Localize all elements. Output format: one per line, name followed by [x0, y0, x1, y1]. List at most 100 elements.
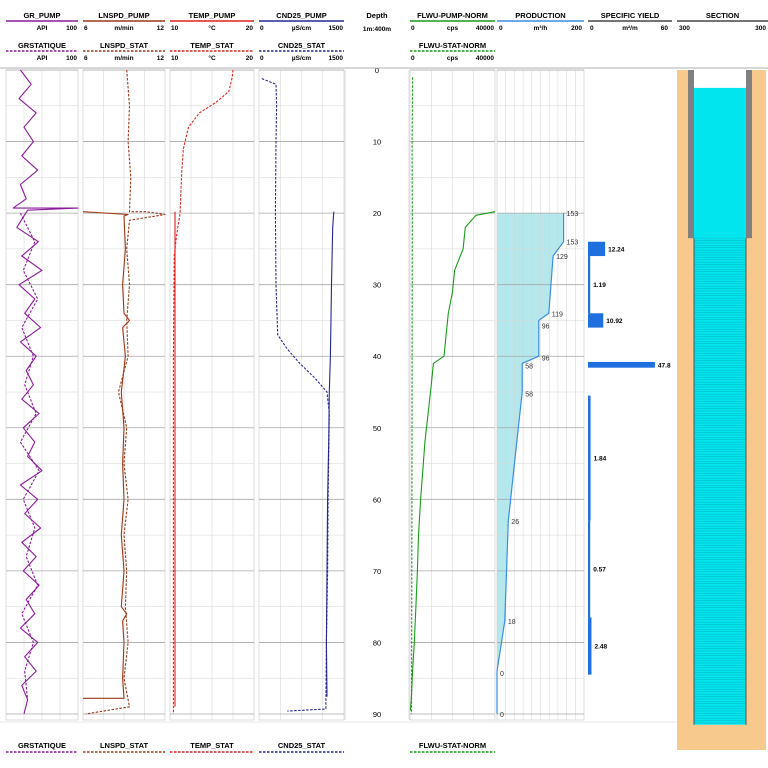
- header-curve-name: FLWU-PUMP-NORM: [417, 11, 488, 20]
- screen-interval: [694, 238, 746, 725]
- production-value-label: 96: [542, 356, 550, 363]
- footer-curve-name: LNSPD_STAT: [100, 741, 148, 750]
- specific-yield-bar: [588, 256, 591, 314]
- specific-yield-label: 12.24: [608, 246, 625, 253]
- header-scale-min: 6: [84, 25, 88, 32]
- curve-lnspd-stat: [85, 69, 166, 715]
- production-curve: [496, 213, 565, 714]
- header-scale-unit: °C: [208, 54, 216, 62]
- header-scale-max: 1500: [329, 25, 344, 32]
- production-value-label: 129: [556, 254, 568, 261]
- casing-left: [688, 70, 694, 239]
- header-scale-unit: m/min: [114, 55, 133, 62]
- fill-layer: [497, 213, 564, 714]
- depth-tick-label: 30: [373, 281, 381, 290]
- curve-cnd25-stat: [261, 78, 330, 712]
- header-curve-name: GR_PUMP: [23, 11, 60, 20]
- production-scale-unit: m³/h: [534, 25, 548, 32]
- production-value-label: 153: [567, 240, 579, 247]
- depth-tick-label: 70: [373, 567, 381, 576]
- depth-tick-label: 90: [373, 710, 381, 719]
- depth-header: Depth: [366, 11, 388, 20]
- specific-yield-label: 1.84: [594, 456, 607, 463]
- specific-yield-bar: [588, 361, 655, 368]
- specific-yield-label: 0.57: [593, 567, 606, 574]
- footer-curve-name: CND25_STAT: [278, 741, 326, 750]
- production-value-label: 0: [500, 671, 504, 678]
- depth-tick-label: 0: [375, 66, 379, 75]
- depth-tick-label: 50: [373, 424, 381, 433]
- curve-temp-stat: [172, 69, 234, 714]
- header-scale-min: 10: [171, 25, 179, 32]
- header-scale-unit: API: [37, 25, 48, 32]
- header-scale-unit: cps: [447, 55, 459, 62]
- production-value-label: 58: [525, 364, 533, 371]
- depth-scale: 1m:400m: [363, 26, 391, 33]
- curve-flwu-pump-norm: [409, 211, 496, 711]
- header-scale-max: 12: [157, 25, 165, 32]
- header-curve-name: TEMP_STAT: [190, 41, 234, 50]
- specific-yield-bar: [588, 313, 604, 328]
- header-curve-name: LNSPD_PUMP: [98, 11, 149, 20]
- specific-yield-label: 47.8: [658, 362, 671, 369]
- header-scale-max: 100: [66, 55, 77, 62]
- specific-yield-bar: [588, 241, 606, 257]
- header-scale-unit: cps: [447, 25, 459, 32]
- header-curve-name: GRSTATIQUE: [18, 41, 66, 50]
- production-scale-min: 0: [499, 25, 503, 32]
- header-curve-name: LNSPD_STAT: [100, 41, 148, 50]
- depth-tick-label: 60: [373, 495, 381, 504]
- header-scale-min: 0: [411, 25, 415, 32]
- curve-layer: [12, 69, 565, 715]
- production-value-label: 18: [508, 619, 516, 626]
- header-scale-unit: m/min: [114, 25, 133, 32]
- depth-tick-label: 10: [373, 138, 381, 147]
- header-scale-max: 20: [246, 55, 254, 62]
- footer-curve-name: GRSTATIQUE: [18, 741, 66, 750]
- specific-yield-layer: [588, 241, 655, 675]
- header-scale-min: 0: [260, 25, 264, 32]
- specific-yield-bar: [588, 617, 592, 675]
- header-scale-max: 100: [66, 25, 77, 32]
- production-value-label: 0: [500, 712, 504, 719]
- water-column: [694, 87, 746, 239]
- production-value-label: 58: [525, 391, 533, 398]
- depth-tick-label: 20: [373, 209, 381, 218]
- production-value-label: 26: [511, 519, 519, 526]
- specific-yield-scale-max: 60: [661, 25, 669, 32]
- header-scale-unit: °C: [208, 24, 216, 32]
- production-value-label: 96: [542, 323, 550, 330]
- curve-lnspd-pump: [82, 211, 131, 699]
- curve-gr-pump: [12, 69, 79, 715]
- depth-tick-label: 40: [373, 352, 381, 361]
- header-curve-name: FLWU-STAT-NORM: [419, 41, 486, 50]
- casing-right: [746, 70, 752, 239]
- footer-curve-name: TEMP_STAT: [190, 741, 234, 750]
- header-scale-unit: µS/cm: [292, 25, 312, 32]
- specific-yield-bar: [588, 520, 591, 618]
- section-scale-max: 300: [755, 25, 766, 32]
- header-scale-min: 6: [84, 55, 88, 62]
- production-area: [497, 213, 564, 714]
- header-scale-min: 10: [171, 55, 179, 62]
- header-scale-unit: API: [37, 55, 48, 62]
- specific-yield-label: 1.19: [593, 282, 606, 289]
- header-curve-name: CND25_PUMP: [276, 11, 326, 20]
- header-scale-max: 20: [246, 25, 254, 32]
- header-scale-max: 40000: [476, 25, 494, 32]
- curve-grstatique: [19, 212, 40, 700]
- specific-yield-scale-unit: m²/m: [622, 25, 638, 32]
- section-track: [677, 70, 766, 750]
- header-scale-min: 0: [260, 55, 264, 62]
- header-curve-name: TEMP_PUMP: [189, 11, 236, 20]
- production-value-label: 119: [552, 311, 563, 318]
- specific-yield-label: 2.48: [594, 644, 607, 651]
- header-scale-min: 0: [411, 55, 415, 62]
- header-curve-name: CND25_STAT: [278, 41, 326, 50]
- specific-yield-label: 10.92: [606, 318, 623, 325]
- section-header: SECTION: [706, 11, 739, 20]
- depth-tick-label: 80: [373, 638, 381, 647]
- specific-yield-bar: [588, 395, 591, 521]
